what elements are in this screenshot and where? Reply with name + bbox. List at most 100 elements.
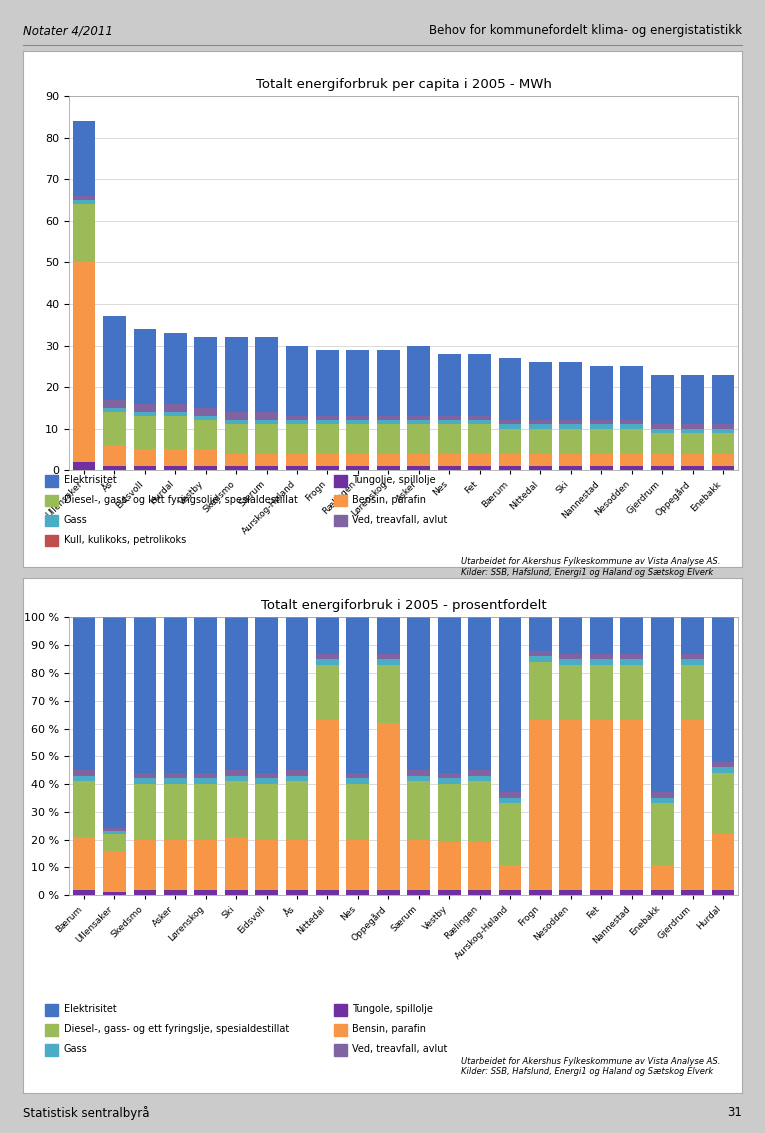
- Bar: [651, 617, 673, 792]
- Bar: [334, 475, 347, 486]
- Bar: [499, 798, 522, 803]
- Bar: [651, 466, 673, 470]
- Bar: [438, 889, 461, 895]
- Bar: [73, 889, 96, 895]
- Bar: [620, 428, 643, 453]
- Bar: [194, 338, 217, 408]
- Bar: [590, 721, 613, 889]
- Bar: [407, 617, 430, 770]
- Bar: [468, 782, 491, 842]
- Bar: [316, 425, 339, 453]
- Bar: [256, 412, 278, 420]
- Text: 31: 31: [728, 1106, 742, 1119]
- Bar: [103, 834, 126, 851]
- Bar: [529, 363, 552, 420]
- Bar: [407, 776, 430, 782]
- Bar: [681, 659, 704, 665]
- Bar: [529, 612, 552, 650]
- Bar: [711, 767, 734, 773]
- Bar: [285, 770, 308, 776]
- Bar: [103, 466, 126, 470]
- Bar: [134, 617, 156, 773]
- Bar: [590, 453, 613, 466]
- Bar: [225, 776, 248, 782]
- Bar: [438, 784, 461, 842]
- Bar: [225, 453, 248, 466]
- Bar: [620, 665, 643, 721]
- Text: Tungolje, spillolje: Tungolje, spillolje: [352, 475, 436, 485]
- Bar: [499, 864, 522, 889]
- Bar: [347, 466, 369, 470]
- Bar: [499, 792, 522, 798]
- Bar: [225, 425, 248, 453]
- Bar: [559, 453, 582, 466]
- Bar: [316, 420, 339, 425]
- Bar: [164, 778, 187, 784]
- Bar: [134, 403, 156, 412]
- Bar: [256, 784, 278, 840]
- Bar: [164, 840, 187, 889]
- Text: Diesel-, gass- og ett fyringslje, spesialdestillat: Diesel-, gass- og ett fyringslje, spesia…: [63, 1024, 289, 1033]
- Bar: [559, 425, 582, 428]
- Bar: [529, 453, 552, 466]
- Bar: [651, 792, 673, 798]
- Bar: [711, 773, 734, 834]
- Bar: [45, 1043, 58, 1056]
- Bar: [651, 425, 673, 428]
- Bar: [377, 425, 400, 453]
- Bar: [590, 659, 613, 665]
- Text: Notater 4/2011: Notater 4/2011: [23, 25, 112, 37]
- Bar: [103, 828, 126, 832]
- Bar: [651, 428, 673, 433]
- Bar: [529, 721, 552, 889]
- Bar: [73, 617, 96, 770]
- Bar: [468, 416, 491, 420]
- Bar: [438, 842, 461, 889]
- Bar: [711, 889, 734, 895]
- Bar: [651, 433, 673, 453]
- Bar: [164, 333, 187, 403]
- Bar: [285, 466, 308, 470]
- Bar: [438, 420, 461, 425]
- Bar: [620, 425, 643, 428]
- Bar: [45, 495, 58, 506]
- Bar: [407, 420, 430, 425]
- Bar: [620, 453, 643, 466]
- Bar: [529, 428, 552, 453]
- Bar: [377, 416, 400, 420]
- Bar: [559, 428, 582, 453]
- Bar: [164, 403, 187, 412]
- Bar: [651, 803, 673, 864]
- Bar: [407, 425, 430, 453]
- Bar: [73, 263, 96, 462]
- Bar: [468, 889, 491, 895]
- Text: Elektrisitet: Elektrisitet: [63, 1004, 116, 1014]
- Bar: [225, 612, 248, 770]
- Bar: [164, 617, 187, 773]
- Bar: [529, 425, 552, 428]
- Bar: [316, 665, 339, 721]
- Bar: [620, 889, 643, 895]
- Bar: [103, 617, 126, 828]
- Bar: [559, 659, 582, 665]
- Bar: [256, 425, 278, 453]
- Bar: [438, 453, 461, 466]
- Bar: [256, 420, 278, 425]
- Bar: [711, 453, 734, 466]
- Bar: [347, 416, 369, 420]
- Bar: [285, 416, 308, 420]
- Bar: [334, 495, 347, 506]
- Bar: [499, 889, 522, 895]
- Bar: [73, 782, 96, 837]
- Bar: [256, 773, 278, 778]
- Bar: [225, 466, 248, 470]
- Bar: [438, 617, 461, 773]
- Bar: [377, 889, 400, 895]
- Bar: [711, 375, 734, 425]
- Bar: [681, 375, 704, 425]
- Bar: [559, 466, 582, 470]
- Bar: [316, 466, 339, 470]
- Bar: [73, 776, 96, 782]
- Bar: [285, 840, 308, 889]
- Bar: [316, 453, 339, 466]
